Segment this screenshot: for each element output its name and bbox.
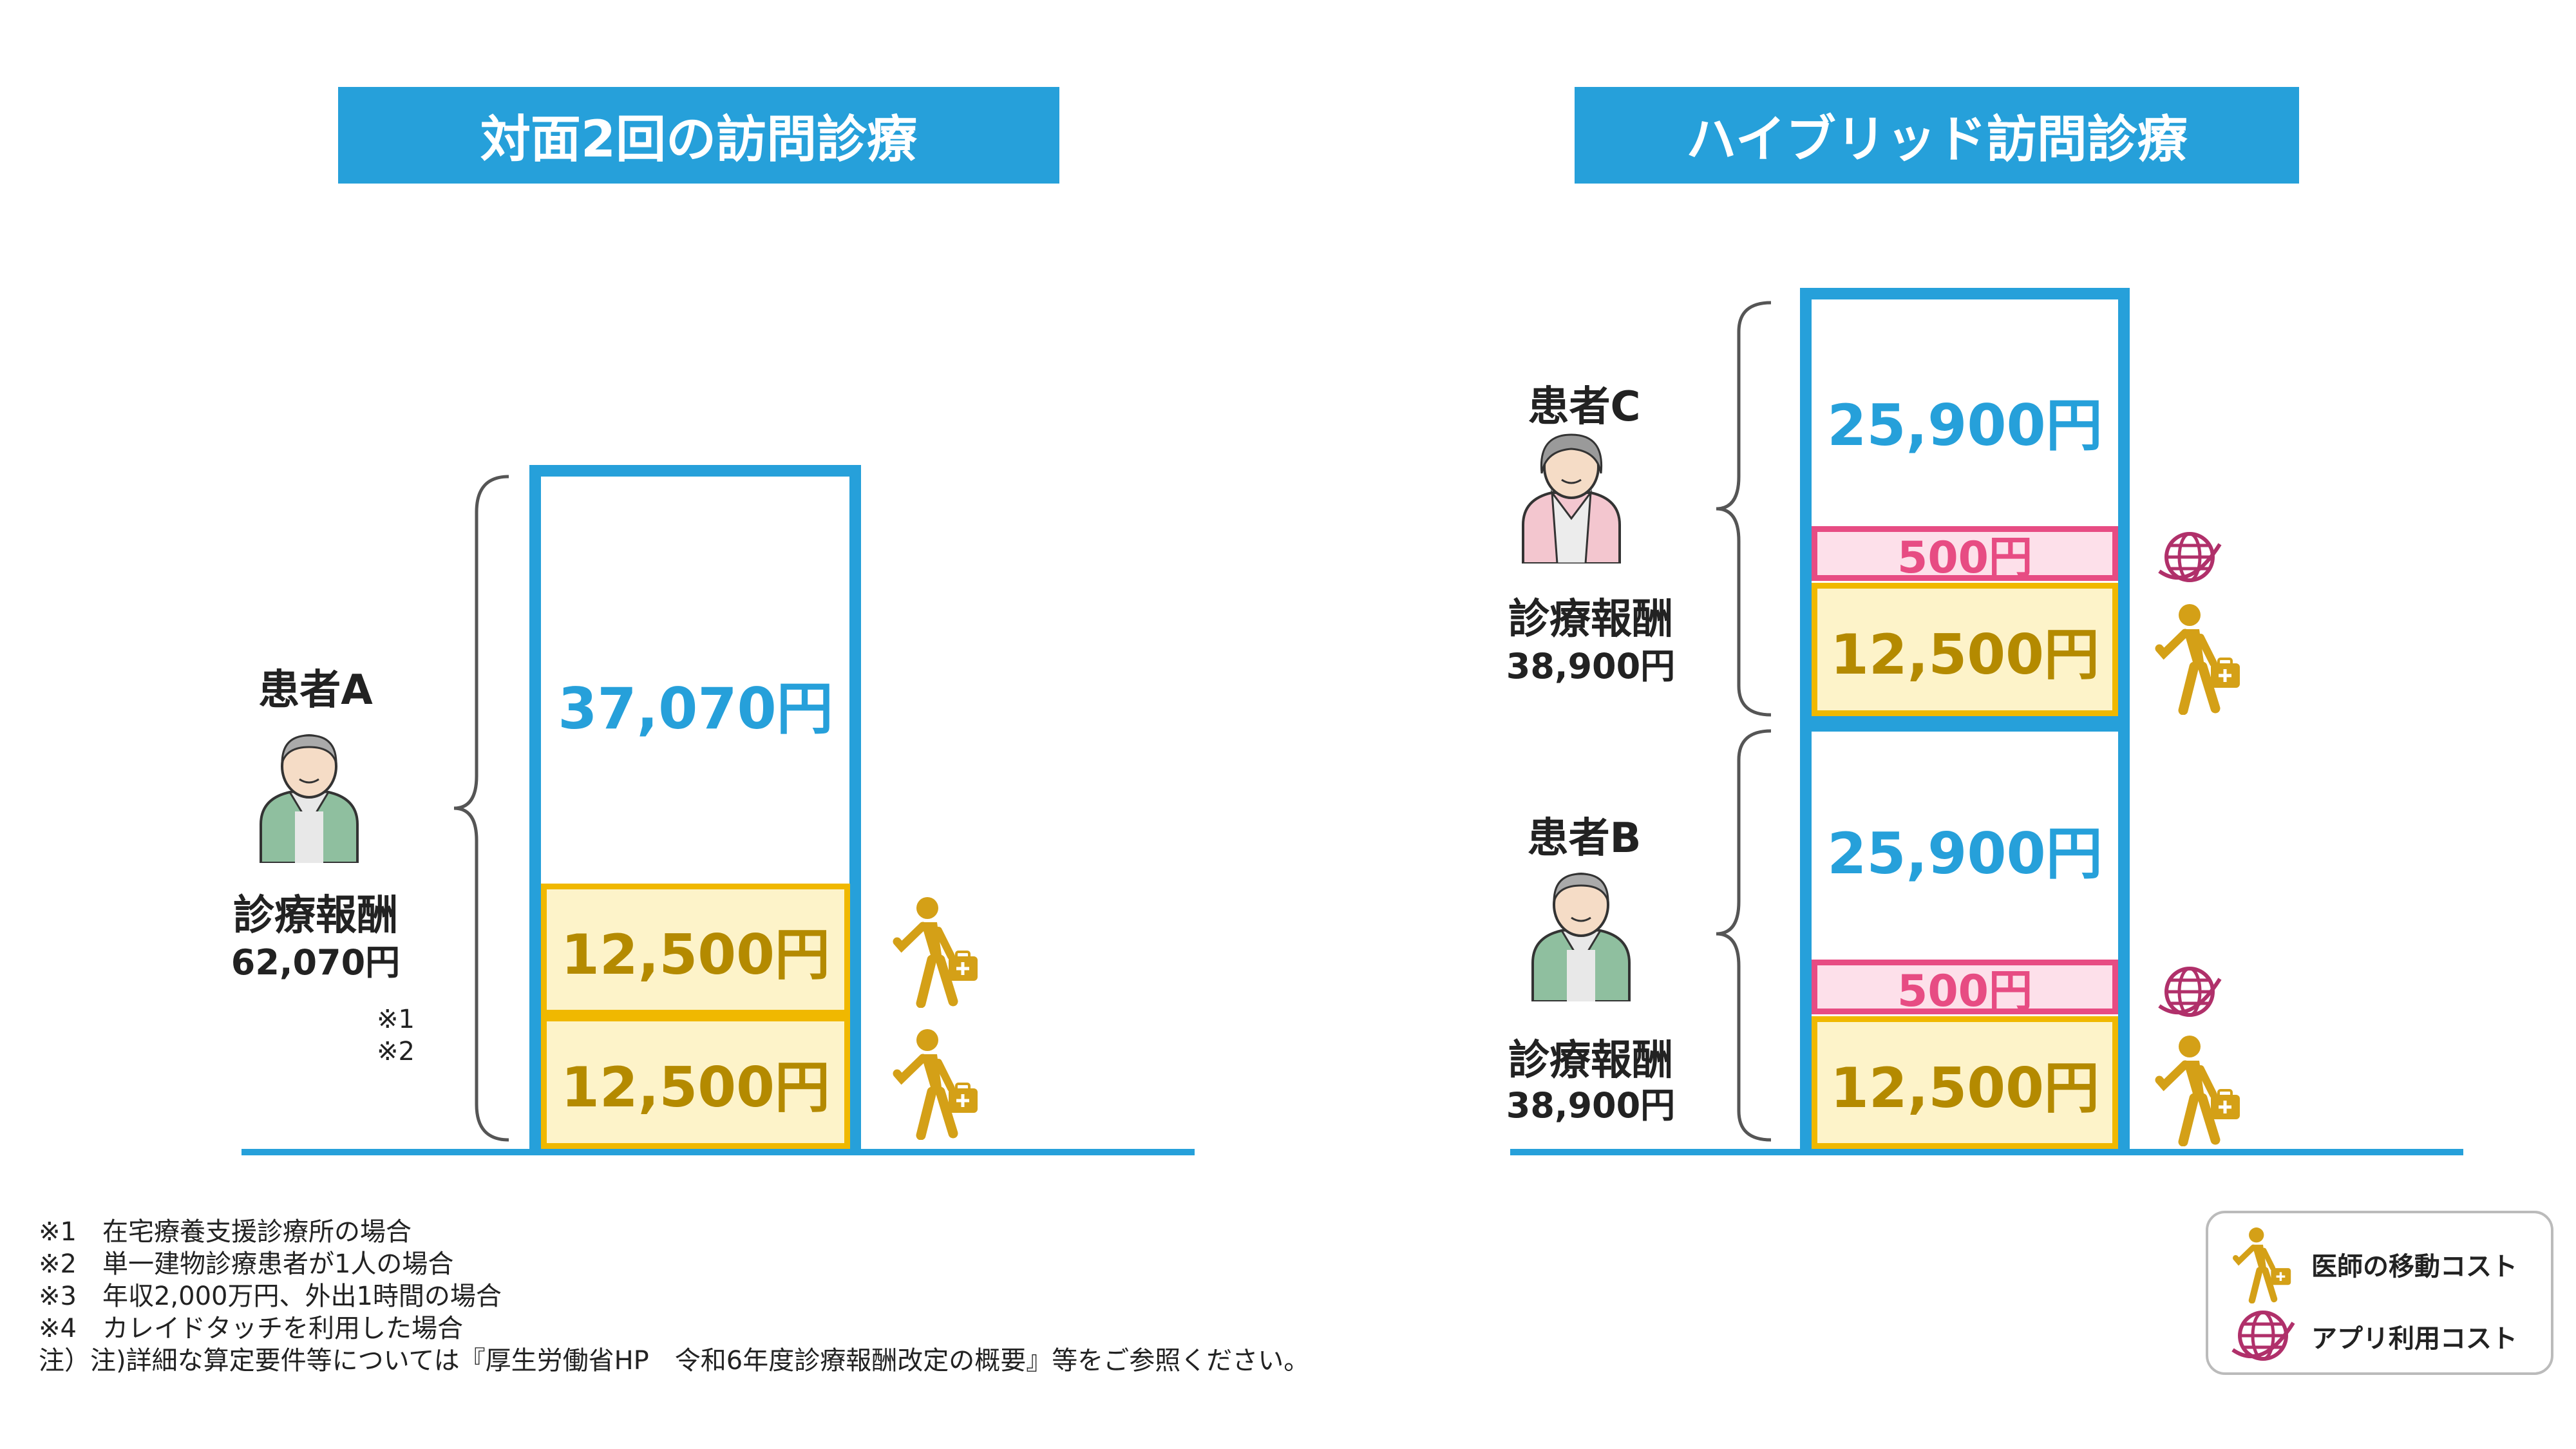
footnote-2: ※2 単一建物診療患者が1人の場合 (39, 1249, 454, 1279)
legend: 医師の移動コスト アプリ利用コスト (2206, 1211, 2553, 1375)
left-travel-box-2: 12,500円 (541, 1016, 850, 1149)
globe-icon (2231, 1311, 2295, 1361)
patient-c-top-value: 25,900円 (1827, 392, 2103, 459)
globe-icon (2158, 532, 2222, 582)
patient-b-travel-value: 12,500円 (1830, 1056, 2099, 1121)
legend-app-label: アプリ利用コスト (2311, 1324, 2517, 1354)
patient-a-reward-total: 62,070円 (231, 942, 401, 983)
right-header: ハイブリッド訪問診療 (1575, 87, 2299, 184)
patient-c-travel-box: 12,500円 (1812, 583, 2118, 716)
globe-icon (2158, 967, 2222, 1017)
left-travel-box-1: 12,500円 (541, 884, 850, 1016)
patient-c-app-value: 500円 (1897, 533, 2032, 583)
left-travel-value-1: 12,500円 (561, 923, 830, 987)
walking-doctor-icon (893, 1029, 978, 1140)
left-header: 対面2回の訪問診療 (338, 87, 1059, 184)
footnote-1: ※1 在宅療養支援診療所の場合 (39, 1217, 412, 1247)
patient-b-name: 患者B (1527, 815, 1642, 862)
legend-travel-label: 医師の移動コスト (2311, 1252, 2517, 1282)
patient-c-app-box: 500円 (1812, 526, 2118, 583)
elderly-man-icon (260, 734, 359, 863)
patient-b-brace (1716, 729, 1772, 1142)
footnote-4: ※4 カレイドタッチを利用した場合 (39, 1314, 463, 1343)
patient-b-travel-box: 12,500円 (1812, 1016, 2118, 1149)
elderly-man-icon (1531, 873, 1631, 1001)
patient-a-name: 患者A (258, 667, 373, 714)
patient-c-brace (1716, 301, 1772, 717)
patient-c-name: 患者C (1528, 383, 1641, 431)
footnote-note: 注）注)詳細な算定要件等については『厚生労働省HP 令和6年度診療報酬改定の概要… (39, 1346, 1310, 1376)
walking-doctor-icon (893, 897, 978, 1008)
patient-b-reward-label: 診療報酬 (1508, 1037, 1673, 1084)
footnote-3: ※3 年収2,000万円、外出1時間の場合 (39, 1282, 502, 1311)
patient-b-app-box: 500円 (1812, 960, 2118, 1017)
walking-doctor-icon (2155, 1036, 2240, 1146)
patient-c-reward-label: 診療報酬 (1508, 596, 1673, 643)
walking-doctor-icon (2233, 1227, 2291, 1303)
note-mark-1: ※1 (377, 1005, 415, 1034)
right-header-text: ハイブリッド訪問診療 (1686, 111, 2188, 169)
left-travel-value-2: 12,500円 (561, 1056, 830, 1120)
patient-c-reward-total: 38,900円 (1506, 646, 1676, 687)
left-header-text: 対面2回の訪問診療 (480, 111, 918, 169)
patient-b-app-value: 500円 (1897, 966, 2032, 1017)
left-top-value: 37,070円 (558, 676, 833, 742)
left-brace (453, 475, 509, 1142)
patient-a-reward-label: 診療報酬 (233, 892, 398, 940)
patient-b-reward-total: 38,900円 (1506, 1085, 1676, 1126)
elderly-woman-icon (1522, 433, 1621, 564)
note-mark-2: ※2 (377, 1037, 415, 1066)
patient-b-top-value: 25,900円 (1827, 820, 2103, 887)
patient-c-travel-value: 12,500円 (1830, 623, 2099, 687)
walking-doctor-icon (2155, 604, 2240, 715)
